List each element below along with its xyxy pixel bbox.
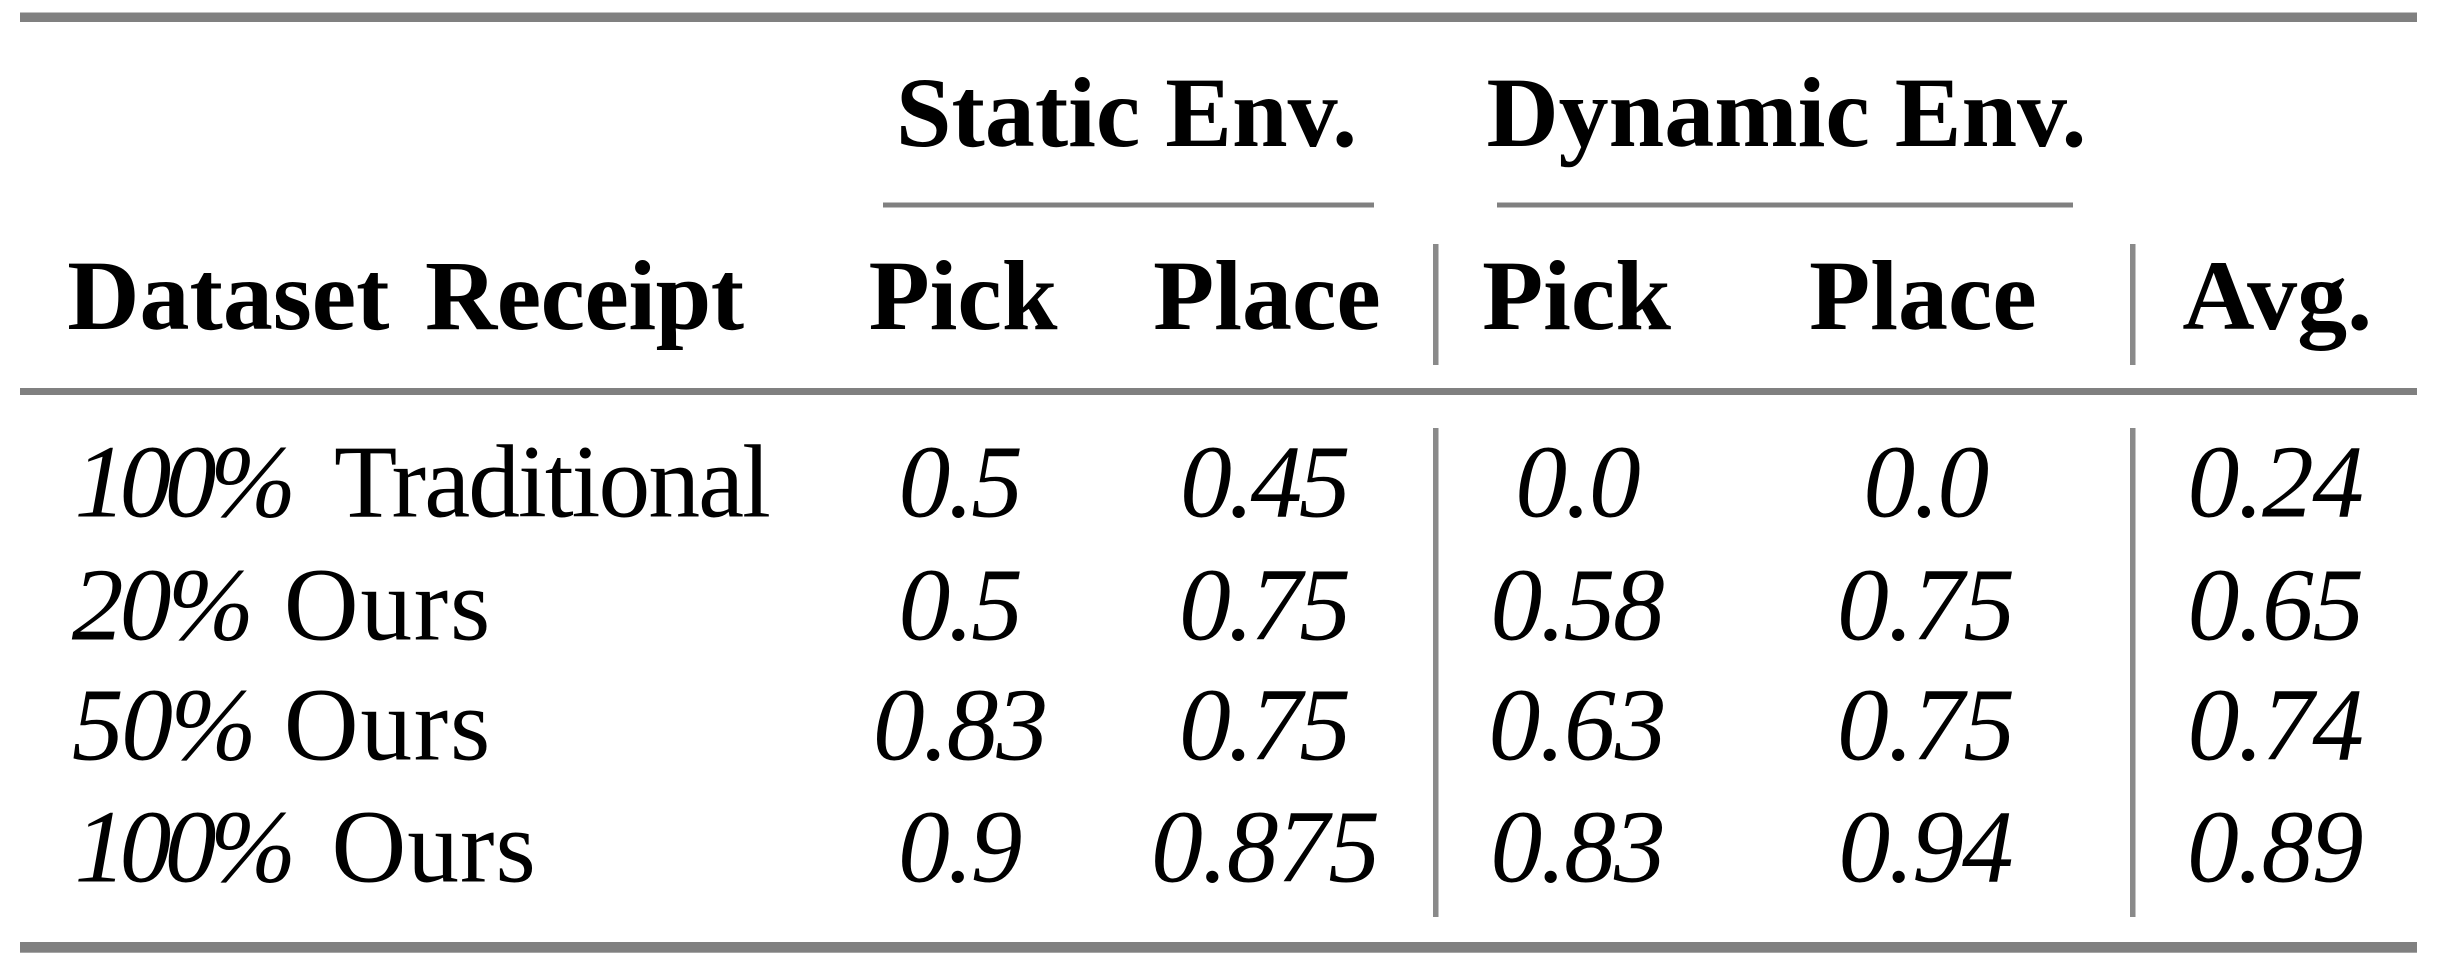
svg-text:0.24: 0.24 <box>2188 426 2363 540</box>
svg-text:0.75: 0.75 <box>1179 669 1348 783</box>
svg-text:Receipt: Receipt <box>425 240 744 351</box>
svg-text:Pick: Pick <box>869 240 1058 351</box>
svg-text:0.74: 0.74 <box>2188 669 2363 783</box>
svg-text:0.75: 0.75 <box>1179 549 1348 663</box>
svg-text:50%: 50% <box>72 669 254 783</box>
svg-text:Dataset: Dataset <box>67 240 389 351</box>
svg-text:0.75: 0.75 <box>1837 669 2014 783</box>
svg-text:0.83: 0.83 <box>873 669 1046 783</box>
svg-text:0.89: 0.89 <box>2187 791 2363 905</box>
svg-text:0.9: 0.9 <box>898 791 1022 905</box>
svg-text:0.5: 0.5 <box>899 549 1021 663</box>
svg-text:Traditional: Traditional <box>334 426 769 540</box>
svg-text:0.63: 0.63 <box>1489 669 1666 783</box>
svg-text:Ours: Ours <box>284 549 492 663</box>
svg-text:Pick: Pick <box>1482 240 1671 351</box>
svg-text:0.65: 0.65 <box>2188 549 2363 663</box>
svg-text:0.75: 0.75 <box>1837 549 2014 663</box>
svg-text:0.83: 0.83 <box>1490 791 1663 905</box>
svg-text:0.875: 0.875 <box>1151 791 1379 905</box>
svg-text:Ours: Ours <box>332 791 537 905</box>
svg-text:0.94: 0.94 <box>1838 791 2011 905</box>
svg-text:100%: 100% <box>75 791 291 905</box>
svg-text:0.45: 0.45 <box>1180 426 1348 540</box>
svg-text:Avg.: Avg. <box>2182 240 2372 351</box>
svg-text:Dynamic Env.: Dynamic Env. <box>1486 57 2086 168</box>
svg-text:Static Env.: Static Env. <box>896 57 1357 168</box>
svg-text:0.5: 0.5 <box>899 426 1021 540</box>
svg-text:20%: 20% <box>72 549 251 663</box>
svg-text:0.0: 0.0 <box>1864 426 1989 540</box>
svg-text:0.58: 0.58 <box>1491 549 1664 663</box>
svg-text:Place: Place <box>1153 240 1381 351</box>
svg-text:0.0: 0.0 <box>1515 426 1640 540</box>
svg-text:Ours: Ours <box>284 669 492 783</box>
svg-text:Place: Place <box>1809 240 2037 351</box>
svg-text:100%: 100% <box>75 426 291 540</box>
